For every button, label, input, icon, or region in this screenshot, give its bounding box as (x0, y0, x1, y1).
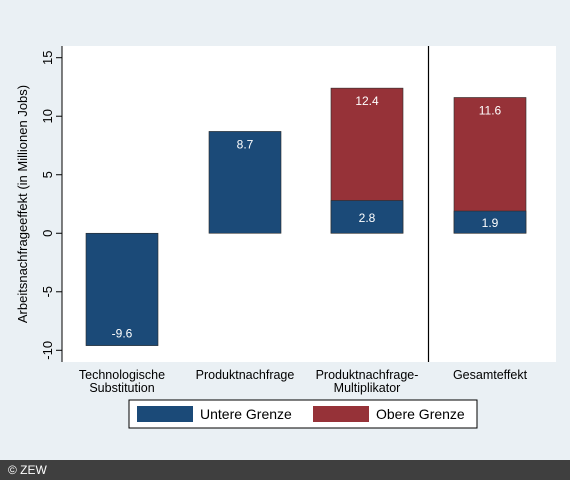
y-tick-label: 0 (40, 230, 55, 237)
bar-lower (453, 210, 527, 234)
y-tick-label: 15 (40, 50, 55, 64)
x-category-label: Multiplikator (334, 381, 401, 395)
bar-lower (208, 131, 282, 234)
bar-lower (85, 232, 159, 346)
data-label-upper: 12.4 (355, 94, 379, 108)
credit-text: © ZEW (8, 463, 47, 477)
data-label-upper: 11.6 (479, 103, 502, 117)
x-category-label: Substitution (89, 381, 154, 395)
x-category-label: Gesamteffekt (453, 368, 528, 382)
legend-swatch-lower (137, 406, 193, 422)
bar-lower (330, 200, 404, 234)
x-category-label: Produktnachfrage (196, 368, 295, 382)
data-label-lower: 1.9 (482, 216, 499, 230)
bar-chart: -10 -5 0 5 10 15 Arbeitsnachfrageeffekt (in Mi… (15, 46, 556, 429)
y-tick-label: 10 (40, 109, 55, 123)
y-axis-title: Arbeitsnachfrageeffekt (in Millionen Job… (15, 85, 30, 323)
bar-upper (453, 97, 527, 234)
legend-label-upper: Obere Grenze (376, 406, 465, 422)
x-category-label: Technologische (79, 368, 165, 382)
figure: -10 -5 0 5 10 15 Arbeitsnachfrageeffekt (in Mi… (0, 0, 570, 460)
data-label-lower: 2.8 (359, 211, 376, 225)
y-tick-label: -10 (40, 341, 55, 360)
legend-swatch-upper (313, 406, 369, 422)
legend-label-lower: Untere Grenze (200, 406, 292, 422)
data-label-lower: -9.6 (112, 327, 133, 341)
y-tick-label: 5 (40, 171, 55, 178)
data-label-lower: 8.7 (237, 137, 254, 151)
x-category-label: Produktnachfrage- (316, 368, 419, 382)
credit-bar: © ZEW (0, 460, 570, 480)
y-tick-label: -5 (40, 286, 55, 298)
